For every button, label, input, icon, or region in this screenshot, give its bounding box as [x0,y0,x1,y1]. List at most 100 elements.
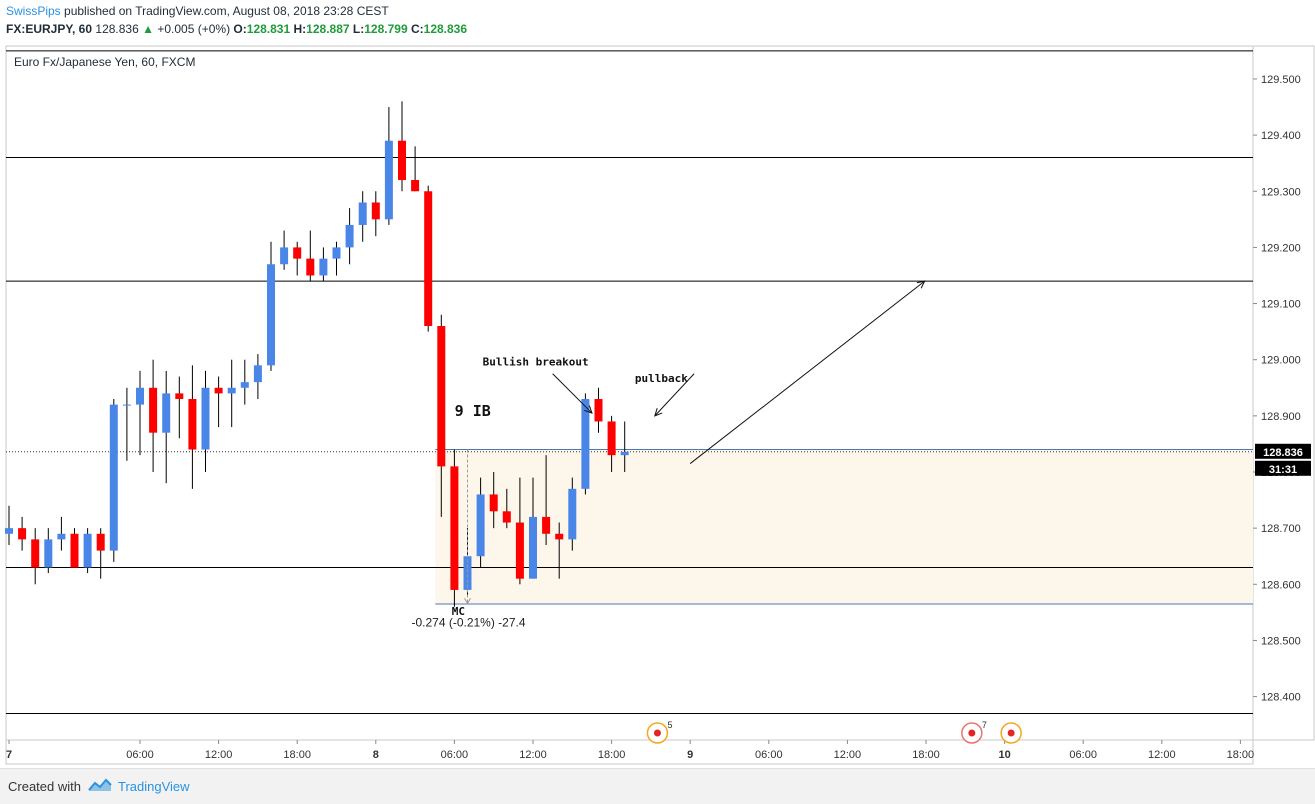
y-tick-label: 129.100 [1261,299,1301,311]
y-tick-label: 128.400 [1261,692,1301,704]
chart-title: Euro Fx/Japanese Yen, 60, FXCM [14,55,195,69]
candle-body[interactable] [529,516,537,579]
annotation-arrow[interactable] [552,373,593,414]
x-tick-label: 12:00 [834,749,862,761]
arrowhead [916,280,926,289]
candle-body[interactable] [201,387,210,450]
candle-body[interactable] [358,202,367,225]
low-label: L: [352,22,365,36]
candle-body[interactable] [594,399,603,422]
open-label: O: [233,22,247,36]
annotation-text: pullback [635,372,688,385]
candle-body[interactable] [267,264,275,366]
y-tick-label: 128.900 [1261,411,1301,423]
candle-body[interactable] [149,387,158,433]
candle-body[interactable] [188,399,197,450]
annotation-arrow[interactable] [654,373,695,417]
x-tick-label: 7 [6,749,12,761]
time-axis[interactable] [5,739,1254,765]
candle-body[interactable] [371,202,380,220]
symbol-label: FX:EURJPY, 60 [6,22,93,36]
candle-body[interactable] [555,533,564,540]
candle-body[interactable] [240,382,249,388]
y-tick-label: 129.400 [1261,130,1301,142]
candle-body[interactable] [136,387,144,405]
tradingview-logo-icon [88,778,112,791]
candle-body[interactable] [437,326,446,467]
y-tick-label: 128.700 [1261,523,1301,535]
candle-body[interactable] [83,533,92,568]
annotation-arrow[interactable] [689,280,925,464]
candle-body[interactable] [502,511,511,523]
candle-body[interactable] [411,180,420,192]
candle-body[interactable] [476,494,485,557]
open-value: 128.831 [246,22,291,36]
y-tick-label: 129.200 [1261,242,1301,254]
candle-body[interactable] [162,393,171,433]
x-tick-label: 18:00 [1227,749,1255,761]
event-count: 7 [982,720,987,730]
current-price-label: 128.836 [1263,447,1303,459]
candle-body[interactable] [175,393,184,400]
plot-area[interactable] [5,45,1254,741]
event-dot [1007,729,1015,737]
y-tick-label: 129.300 [1261,186,1301,198]
published-line: SwissPips published on TradingView.com, … [6,4,389,18]
candle-body[interactable] [70,533,79,568]
candle-body[interactable] [345,224,354,248]
candle-body[interactable] [227,387,236,394]
author-link[interactable]: SwissPips [6,4,61,18]
x-tick-label: 06:00 [126,749,154,761]
candle-body[interactable] [293,247,302,259]
countdown-label: 31:31 [1269,464,1297,476]
candle-body[interactable] [122,404,131,406]
created-with-text: Created with [8,779,81,794]
candle-body[interactable] [214,387,223,394]
x-tick-label: 06:00 [441,749,469,761]
candle-body[interactable] [306,258,315,276]
last-price: 128.836 [95,22,139,36]
candle-body[interactable] [18,528,27,540]
price-chart[interactable]: Euro Fx/Japanese Yen, 60, FXCM 129.500 129… [0,42,1315,768]
x-tick-label: 12:00 [1148,749,1176,761]
candle-body[interactable] [607,421,616,456]
candle-body[interactable] [319,258,328,276]
candle-body[interactable] [31,539,40,568]
candle-body[interactable] [581,399,590,489]
high-value: 128.887 [306,22,350,36]
event-dot [653,729,661,737]
price-axis[interactable] [1252,45,1315,741]
candle-body[interactable] [568,488,577,540]
up-triangle-icon: ▲ [142,22,155,36]
candle-body[interactable] [253,365,262,383]
candle-body[interactable] [57,533,66,540]
arrowhead [654,408,663,417]
candle-body[interactable] [620,451,629,456]
high-label: H: [293,22,307,36]
footer-bar: Created with TradingView [0,768,1315,804]
candle-body[interactable] [109,404,118,551]
supply-demand-zone[interactable] [435,449,1253,604]
candle-body[interactable] [515,522,524,579]
candle-body[interactable] [332,247,341,259]
candle-body[interactable] [542,516,551,534]
y-tick-label: 128.500 [1261,635,1301,647]
candle-body[interactable] [44,539,53,568]
candle-body[interactable] [450,466,459,590]
x-tick-label: 9 [687,749,693,761]
candle-body[interactable] [398,140,406,181]
x-tick-label: 06:00 [1069,749,1097,761]
candle-body[interactable] [384,140,393,220]
y-tick-label: 129.500 [1261,74,1301,86]
candle-body[interactable] [5,528,13,534]
x-tick-label: 12:00 [519,749,547,761]
tradingview-brand-link[interactable]: TradingView [118,779,190,794]
candle-body[interactable] [489,494,498,512]
event-dot [968,729,976,737]
candle-body[interactable] [96,533,105,551]
x-tick-label: 18:00 [598,749,626,761]
candle-body[interactable] [463,556,472,590]
candle-body[interactable] [424,191,433,327]
candle-body[interactable] [280,247,289,265]
x-tick-label: 18:00 [283,749,311,761]
